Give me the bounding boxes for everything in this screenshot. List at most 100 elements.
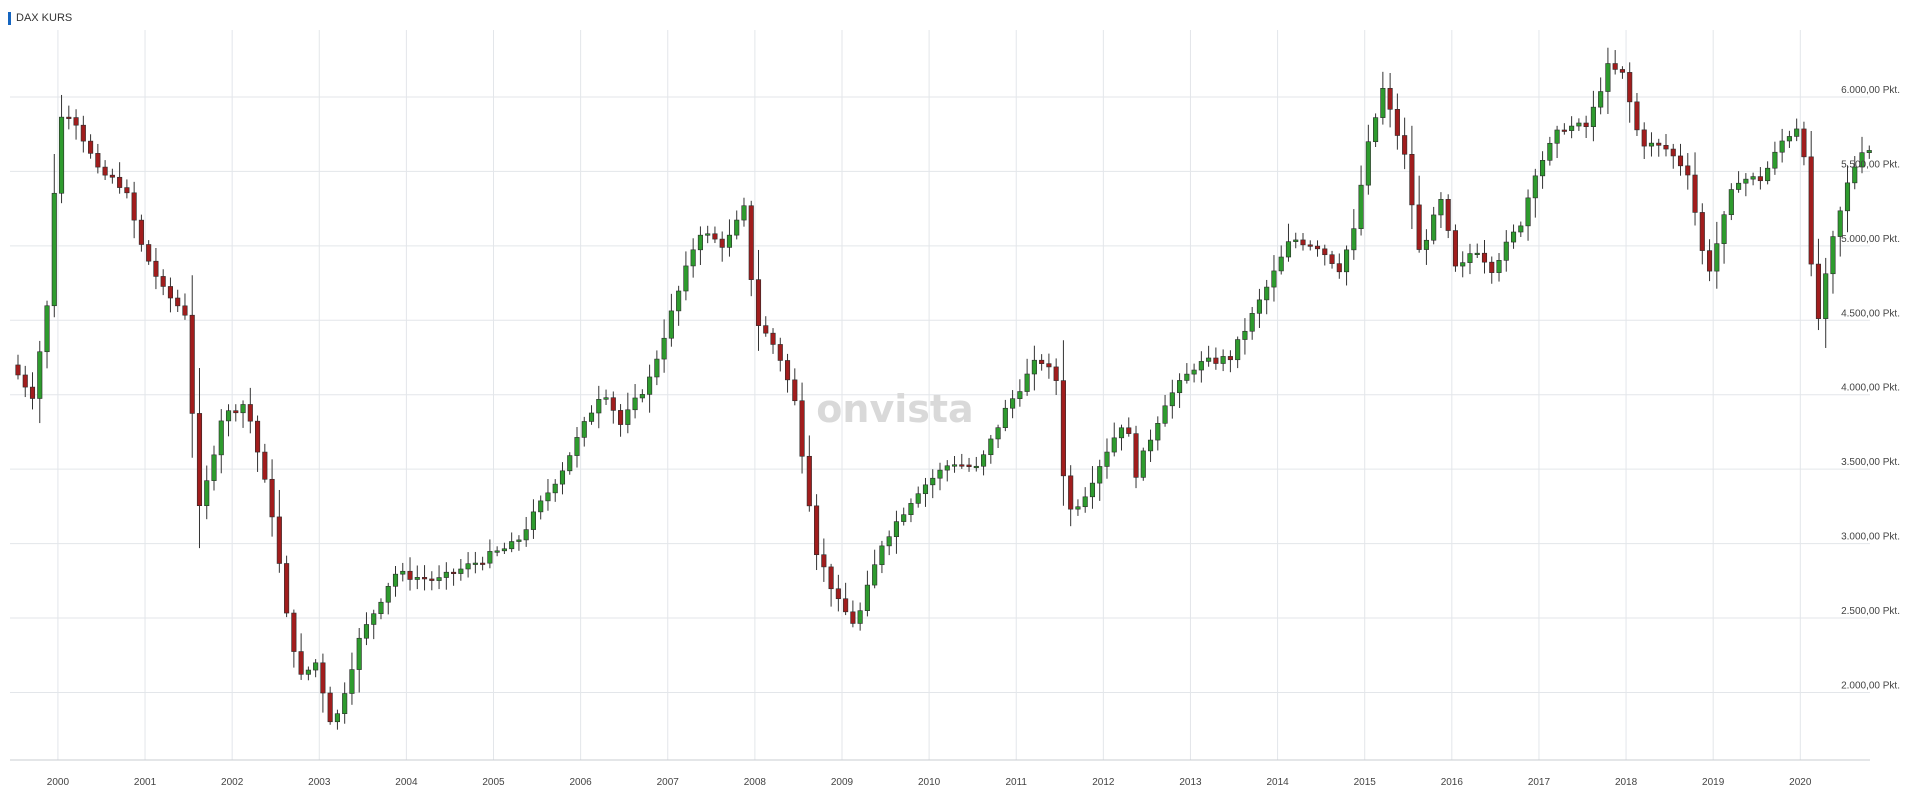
candle-body (1540, 160, 1546, 177)
candle-body (204, 480, 210, 507)
candle-body (850, 611, 856, 624)
candle-body (676, 290, 682, 312)
candle-up (567, 452, 573, 475)
candle-up (1510, 224, 1517, 249)
candle-body (247, 404, 253, 422)
candle-down (1126, 417, 1132, 437)
candle-down (320, 653, 326, 713)
candle-up (1097, 459, 1103, 501)
candle-body (559, 470, 566, 485)
candle-down (1692, 152, 1698, 226)
candle-body (1794, 128, 1800, 137)
candle-up (1293, 232, 1299, 249)
candle-up (494, 546, 500, 557)
candle-body (51, 192, 57, 307)
candle-down (1685, 153, 1691, 190)
candle-body (1576, 122, 1582, 127)
candle-down (66, 105, 72, 130)
candle-body (421, 577, 428, 580)
candle-up (596, 385, 602, 429)
candle-body (1786, 136, 1792, 142)
candle-body (1351, 228, 1357, 251)
candle-up (436, 565, 442, 590)
grid (10, 30, 1870, 761)
candle-up (857, 602, 863, 631)
candle-down (1663, 134, 1669, 157)
candle-body (1525, 197, 1531, 227)
candle-up (1721, 211, 1727, 264)
candle-body (901, 514, 907, 522)
candle-body (755, 279, 762, 326)
candle-up (1075, 499, 1081, 516)
candle-down (1619, 66, 1625, 79)
candle-body (269, 478, 275, 518)
candle-down (167, 277, 173, 313)
candle-up (1518, 221, 1524, 238)
candle-body (146, 244, 152, 262)
candle-body (109, 174, 115, 178)
candle-body (596, 399, 602, 414)
candle-up (1496, 253, 1502, 282)
candle-down (828, 563, 834, 607)
candle-down (269, 459, 275, 537)
candle-down (1053, 358, 1059, 395)
candle-body (1467, 253, 1473, 263)
candle-down (784, 353, 791, 393)
candle-up (1147, 429, 1154, 462)
candle-down (755, 249, 762, 351)
candle-down (196, 367, 203, 549)
candle-body (784, 360, 791, 381)
candle-down (1670, 143, 1676, 169)
candle-body (734, 219, 740, 236)
candle-body (1438, 199, 1444, 216)
candle-up (392, 565, 399, 597)
candle-up (1104, 438, 1110, 479)
candle-body (385, 585, 391, 603)
candle-body (472, 562, 478, 565)
candle-down (138, 214, 144, 252)
candle-up (886, 530, 892, 556)
candle-up (559, 462, 566, 495)
candle-body (138, 219, 144, 245)
candle-body (1866, 150, 1872, 153)
candle-body (1227, 356, 1233, 361)
x-tick-label: 2007 (657, 777, 680, 788)
candle-body (1046, 363, 1052, 368)
candle-down (1068, 465, 1074, 527)
candle-body (1547, 142, 1553, 161)
candle-body (1010, 398, 1016, 409)
candle-body (1634, 101, 1640, 131)
candle-down (146, 240, 152, 265)
candle-down (247, 387, 253, 434)
candle-body (1024, 373, 1030, 392)
candle-up (487, 539, 493, 569)
candle-body (1750, 176, 1756, 180)
candle-up (1554, 125, 1560, 159)
candle-up (538, 495, 544, 520)
candle-body (1387, 88, 1393, 110)
candle-body (284, 563, 290, 614)
candle-body (966, 464, 972, 468)
candle-up (1830, 230, 1836, 294)
candle-body (1068, 475, 1074, 510)
candle-up (944, 460, 950, 482)
candle-body (1627, 72, 1633, 103)
candle-body (908, 503, 914, 516)
x-tick-label: 2015 (1354, 777, 1377, 788)
x-tick-label: 2000 (47, 777, 70, 788)
candle-body (218, 420, 224, 456)
candle-body (799, 400, 805, 457)
candle-down (618, 404, 624, 437)
candle-up (1467, 243, 1473, 275)
candle-body (603, 397, 609, 400)
candle-body (1300, 239, 1306, 246)
candle-body (1445, 199, 1451, 231)
candle-body (988, 438, 994, 456)
y-tick-label: 5.500,00 Pkt. (1841, 159, 1900, 170)
candle-up (530, 499, 536, 539)
candle-body (1648, 142, 1655, 147)
candle-body (175, 297, 181, 307)
candle-body (1220, 356, 1226, 364)
candle-down (1445, 194, 1451, 239)
